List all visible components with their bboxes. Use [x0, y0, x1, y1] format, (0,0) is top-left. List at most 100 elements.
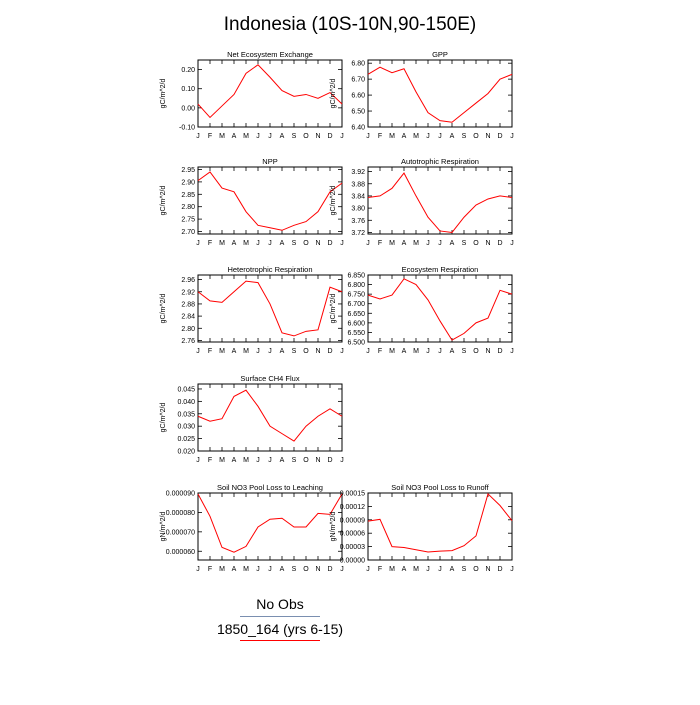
xtick-label-soil-no3-pool-loss-to-runoff: M	[413, 566, 419, 573]
panel-ylabel-gpp: gC/m^2/d	[330, 79, 337, 109]
ytick-label-ecosystem-respiration: 6.750	[347, 292, 365, 299]
panel-ylabel-soil-no3-pool-loss-to-runoff: gN/m^2/d	[330, 512, 337, 542]
xtick-label-ecosystem-respiration: S	[462, 348, 467, 355]
xtick-label-net-ecosystem-exchange: J	[196, 133, 200, 140]
ytick-label-soil-no3-pool-loss-to-runoff: 0.00009	[340, 517, 365, 524]
figure-title: Indonesia (10S-10N,90-150E)	[224, 14, 476, 35]
xtick-label-soil-no3-pool-loss-to-runoff: A	[402, 566, 407, 573]
xtick-label-net-ecosystem-exchange: A	[280, 133, 285, 140]
xtick-label-net-ecosystem-exchange: J	[268, 133, 272, 140]
ytick-label-soil-no3-pool-loss-to-leaching: 0.000060	[166, 549, 195, 556]
xtick-label-npp: J	[340, 240, 344, 247]
xtick-label-heterotrophic-respiration: S	[292, 348, 297, 355]
ytick-label-surface-ch4-flux: 0.040	[177, 399, 195, 406]
xtick-label-soil-no3-pool-loss-to-leaching: O	[303, 566, 309, 573]
xtick-label-ecosystem-respiration: J	[426, 348, 430, 355]
ytick-label-npp: 2.90	[181, 179, 195, 186]
ytick-label-npp: 2.80	[181, 204, 195, 211]
ytick-label-ecosystem-respiration: 6.500	[347, 340, 365, 347]
panel-ylabel-surface-ch4-flux: gC/m^2/d	[160, 403, 167, 433]
panel-frame-autotrophic-respiration	[367, 166, 513, 235]
series-line-soil-no3-pool-loss-to-leaching	[197, 493, 343, 553]
xtick-label-autotrophic-respiration: F	[378, 240, 382, 247]
xtick-label-gpp: J	[366, 133, 370, 140]
panel-ylabel-npp: gC/m^2/d	[160, 186, 167, 216]
xtick-label-npp: M	[219, 240, 225, 247]
xtick-label-soil-no3-pool-loss-to-runoff: J	[426, 566, 430, 573]
panel-frame-gpp	[367, 59, 513, 128]
xtick-label-heterotrophic-respiration: J	[268, 348, 272, 355]
ytick-label-soil-no3-pool-loss-to-runoff: 0.00003	[340, 544, 365, 551]
xtick-label-surface-ch4-flux: N	[315, 457, 320, 464]
legend-label-obs: No Obs	[256, 596, 304, 612]
xtick-label-surface-ch4-flux: J	[340, 457, 344, 464]
xtick-label-soil-no3-pool-loss-to-leaching: J	[196, 566, 200, 573]
xtick-label-ecosystem-respiration: M	[413, 348, 419, 355]
xtick-label-soil-no3-pool-loss-to-leaching: A	[280, 566, 285, 573]
ytick-label-net-ecosystem-exchange: 0.20	[181, 67, 195, 74]
series-line-surface-ch4-flux	[197, 389, 343, 442]
panel-frame-soil-no3-pool-loss-to-runoff	[367, 492, 513, 561]
xtick-label-net-ecosystem-exchange: J	[256, 133, 260, 140]
xtick-label-soil-no3-pool-loss-to-runoff: J	[366, 566, 370, 573]
xtick-label-surface-ch4-flux: F	[208, 457, 212, 464]
ytick-label-soil-no3-pool-loss-to-runoff: 0.00015	[340, 491, 365, 498]
ytick-label-gpp: 6.80	[351, 61, 365, 68]
panel-ylabel-autotrophic-respiration: gC/m^2/d	[330, 186, 337, 216]
ytick-label-soil-no3-pool-loss-to-leaching: 0.000070	[166, 529, 195, 536]
xtick-label-npp: A	[280, 240, 285, 247]
xtick-label-surface-ch4-flux: A	[280, 457, 285, 464]
legend-line-model	[240, 640, 320, 641]
panel-frame-heterotrophic-respiration	[197, 274, 343, 343]
xtick-label-surface-ch4-flux: A	[232, 457, 237, 464]
ytick-label-surface-ch4-flux: 0.035	[177, 411, 195, 418]
xtick-label-autotrophic-respiration: A	[402, 240, 407, 247]
xtick-label-soil-no3-pool-loss-to-leaching: D	[327, 566, 332, 573]
xtick-label-autotrophic-respiration: J	[426, 240, 430, 247]
panel-ylabel-soil-no3-pool-loss-to-leaching: gN/m^2/d	[160, 512, 167, 542]
xtick-label-net-ecosystem-exchange: D	[327, 133, 332, 140]
xtick-label-surface-ch4-flux: J	[196, 457, 200, 464]
xtick-label-gpp: J	[510, 133, 514, 140]
panel-ylabel-ecosystem-respiration: gC/m^2/d	[330, 294, 337, 324]
panel-frame-npp	[197, 166, 343, 235]
xtick-label-heterotrophic-respiration: J	[340, 348, 344, 355]
xtick-label-gpp: N	[485, 133, 490, 140]
xtick-label-autotrophic-respiration: M	[389, 240, 395, 247]
xtick-label-ecosystem-respiration: J	[366, 348, 370, 355]
panel-frame-ecosystem-respiration	[367, 274, 513, 343]
xtick-label-npp: N	[315, 240, 320, 247]
legend-line-obs	[240, 616, 320, 617]
ytick-label-autotrophic-respiration: 3.80	[351, 206, 365, 213]
xtick-label-autotrophic-respiration: M	[413, 240, 419, 247]
xtick-label-gpp: D	[497, 133, 502, 140]
xtick-label-soil-no3-pool-loss-to-leaching: F	[208, 566, 212, 573]
xtick-label-surface-ch4-flux: O	[303, 457, 309, 464]
ytick-label-surface-ch4-flux: 0.020	[177, 449, 195, 456]
xtick-label-soil-no3-pool-loss-to-runoff: A	[450, 566, 455, 573]
ytick-label-gpp: 6.40	[351, 125, 365, 132]
xtick-label-ecosystem-respiration: J	[510, 348, 514, 355]
ytick-label-surface-ch4-flux: 0.030	[177, 424, 195, 431]
series-line-gpp	[367, 66, 513, 123]
ytick-label-soil-no3-pool-loss-to-leaching: 0.000080	[166, 510, 195, 517]
ytick-label-gpp: 6.70	[351, 77, 365, 84]
xtick-label-ecosystem-respiration: D	[497, 348, 502, 355]
ytick-label-npp: 2.85	[181, 192, 195, 199]
ytick-label-heterotrophic-respiration: 2.92	[181, 289, 195, 296]
xtick-label-soil-no3-pool-loss-to-runoff: O	[473, 566, 479, 573]
ytick-label-soil-no3-pool-loss-to-runoff: 0.00006	[340, 531, 365, 538]
xtick-label-soil-no3-pool-loss-to-runoff: N	[485, 566, 490, 573]
ytick-label-heterotrophic-respiration: 2.96	[181, 277, 195, 284]
ytick-label-gpp: 6.50	[351, 109, 365, 116]
ytick-label-autotrophic-respiration: 3.88	[351, 181, 365, 188]
ytick-label-net-ecosystem-exchange: -0.10	[179, 125, 195, 132]
ytick-label-autotrophic-respiration: 3.84	[351, 193, 365, 200]
xtick-label-soil-no3-pool-loss-to-leaching: J	[256, 566, 260, 573]
xtick-label-gpp: M	[413, 133, 419, 140]
xtick-label-surface-ch4-flux: M	[219, 457, 225, 464]
xtick-label-soil-no3-pool-loss-to-runoff: J	[438, 566, 442, 573]
xtick-label-surface-ch4-flux: D	[327, 457, 332, 464]
